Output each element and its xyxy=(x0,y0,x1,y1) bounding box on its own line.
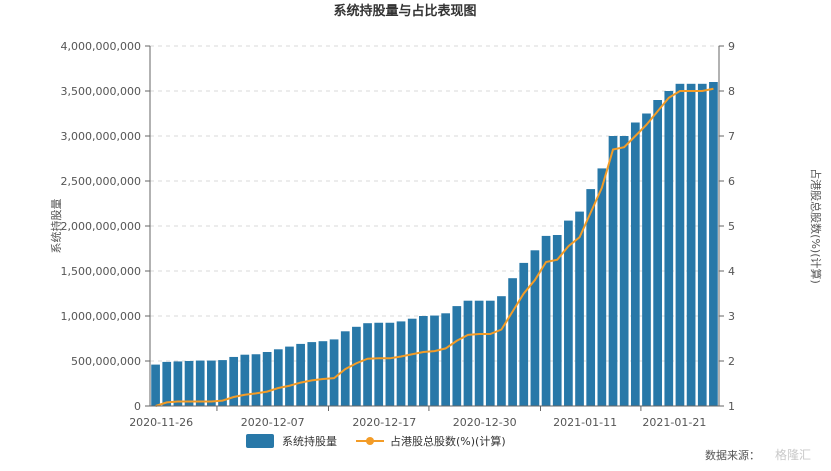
bar[interactable] xyxy=(485,300,495,406)
bar[interactable] xyxy=(229,356,239,406)
bar-series xyxy=(151,82,718,407)
bar[interactable] xyxy=(564,220,573,406)
bar[interactable] xyxy=(597,168,607,406)
legend-bar-swatch[interactable] xyxy=(246,434,274,448)
legend-bar-label[interactable]: 系统持股量 xyxy=(282,434,337,448)
bar[interactable] xyxy=(541,235,551,406)
y-right-tick-label: 8 xyxy=(728,85,735,98)
legend-line-label[interactable]: 占港股总股数(%)(计算) xyxy=(390,434,506,448)
y-right-tick-label: 6 xyxy=(728,175,735,188)
bar[interactable] xyxy=(195,360,205,406)
bar[interactable] xyxy=(207,360,216,406)
bar[interactable] xyxy=(363,323,372,406)
bar[interactable] xyxy=(184,361,194,406)
bar[interactable] xyxy=(463,300,473,406)
y-right-tick-label: 7 xyxy=(728,130,735,143)
bar[interactable] xyxy=(318,341,328,406)
bar[interactable] xyxy=(619,136,629,406)
bar[interactable] xyxy=(697,83,707,407)
bar[interactable] xyxy=(418,316,428,406)
bar[interactable] xyxy=(307,342,317,406)
bar[interactable] xyxy=(251,354,261,406)
bar[interactable] xyxy=(441,313,451,406)
y-right-tick-label: 5 xyxy=(728,220,735,233)
bar[interactable] xyxy=(374,322,384,406)
bar[interactable] xyxy=(508,278,517,406)
y-left-tick-label: 0 xyxy=(134,400,141,413)
bar[interactable] xyxy=(530,250,540,406)
bar[interactable] xyxy=(430,315,439,406)
y-left-tick-label: 3,000,000,000 xyxy=(61,130,141,143)
y-left-tick-label: 1,000,000,000 xyxy=(61,310,141,323)
bar[interactable] xyxy=(675,83,685,407)
bar[interactable] xyxy=(630,122,640,407)
bar[interactable] xyxy=(262,352,272,406)
axes: 0 500,000,000 1,000,000,000 1,500,000,000 2,… xyxy=(61,40,735,429)
bar[interactable] xyxy=(586,189,596,406)
bar[interactable] xyxy=(162,361,172,406)
bar[interactable] xyxy=(575,211,584,406)
x-tick-label: 2021-01-21 xyxy=(642,416,706,429)
y-right-axis-title: 占港股总股数(%)(计算) xyxy=(809,168,823,284)
y-left-tick-label: 500,000,000 xyxy=(71,355,141,368)
x-tick-label: 2020-11-26 xyxy=(129,416,193,429)
bar[interactable] xyxy=(552,235,562,406)
y-right-tick-label: 9 xyxy=(728,40,735,53)
source-label: 数据来源： xyxy=(705,448,760,462)
bar[interactable] xyxy=(653,100,662,406)
y-left-axis-title: 系统持股量 xyxy=(49,199,63,254)
bar[interactable] xyxy=(296,343,305,406)
x-tick-label: 2020-12-30 xyxy=(453,416,517,429)
y-left-tick-label: 1,500,000,000 xyxy=(61,265,141,278)
x-tick-label: 2021-01-11 xyxy=(553,416,617,429)
bar[interactable] xyxy=(474,300,484,406)
bar[interactable] xyxy=(151,364,160,406)
x-tick-label: 2020-12-07 xyxy=(241,416,305,429)
bar[interactable] xyxy=(686,83,696,407)
y-right-tick-label: 3 xyxy=(728,310,735,323)
y-left-tick-label: 2,000,000,000 xyxy=(61,220,141,233)
y-left-tick-label: 3,500,000,000 xyxy=(61,85,141,98)
bar[interactable] xyxy=(385,322,395,406)
y-right-tick-label: 2 xyxy=(728,355,735,368)
x-tick-label: 2020-12-17 xyxy=(352,416,416,429)
bar[interactable] xyxy=(497,296,506,406)
bar[interactable] xyxy=(352,326,361,406)
y-right-tick-label: 4 xyxy=(728,265,735,278)
bar[interactable] xyxy=(608,136,618,406)
chart-title: 系统持股量与占比表现图 xyxy=(333,3,476,19)
y-right-tick-label: 1 xyxy=(728,400,735,413)
bar[interactable] xyxy=(218,360,227,406)
bar[interactable] xyxy=(240,354,250,406)
line-path xyxy=(155,87,714,407)
bar[interactable] xyxy=(642,113,651,407)
legend-line-marker xyxy=(366,437,374,445)
watermark: 格隆汇 xyxy=(775,447,811,462)
line-series xyxy=(155,87,714,407)
bar[interactable] xyxy=(329,339,339,406)
bar[interactable] xyxy=(519,262,529,406)
bar[interactable] xyxy=(709,82,718,406)
y-left-tick-label: 4,000,000,000 xyxy=(61,40,141,53)
bar[interactable] xyxy=(173,361,183,406)
bar[interactable] xyxy=(407,318,417,406)
bar[interactable] xyxy=(273,349,283,406)
bar[interactable] xyxy=(396,321,406,406)
y-left-tick-label: 2,500,000,000 xyxy=(61,175,141,188)
legend: 系统持股量 占港股总股数(%)(计算) xyxy=(246,434,506,448)
bar[interactable] xyxy=(285,346,294,406)
bar[interactable] xyxy=(452,306,462,406)
bar[interactable] xyxy=(664,91,674,406)
